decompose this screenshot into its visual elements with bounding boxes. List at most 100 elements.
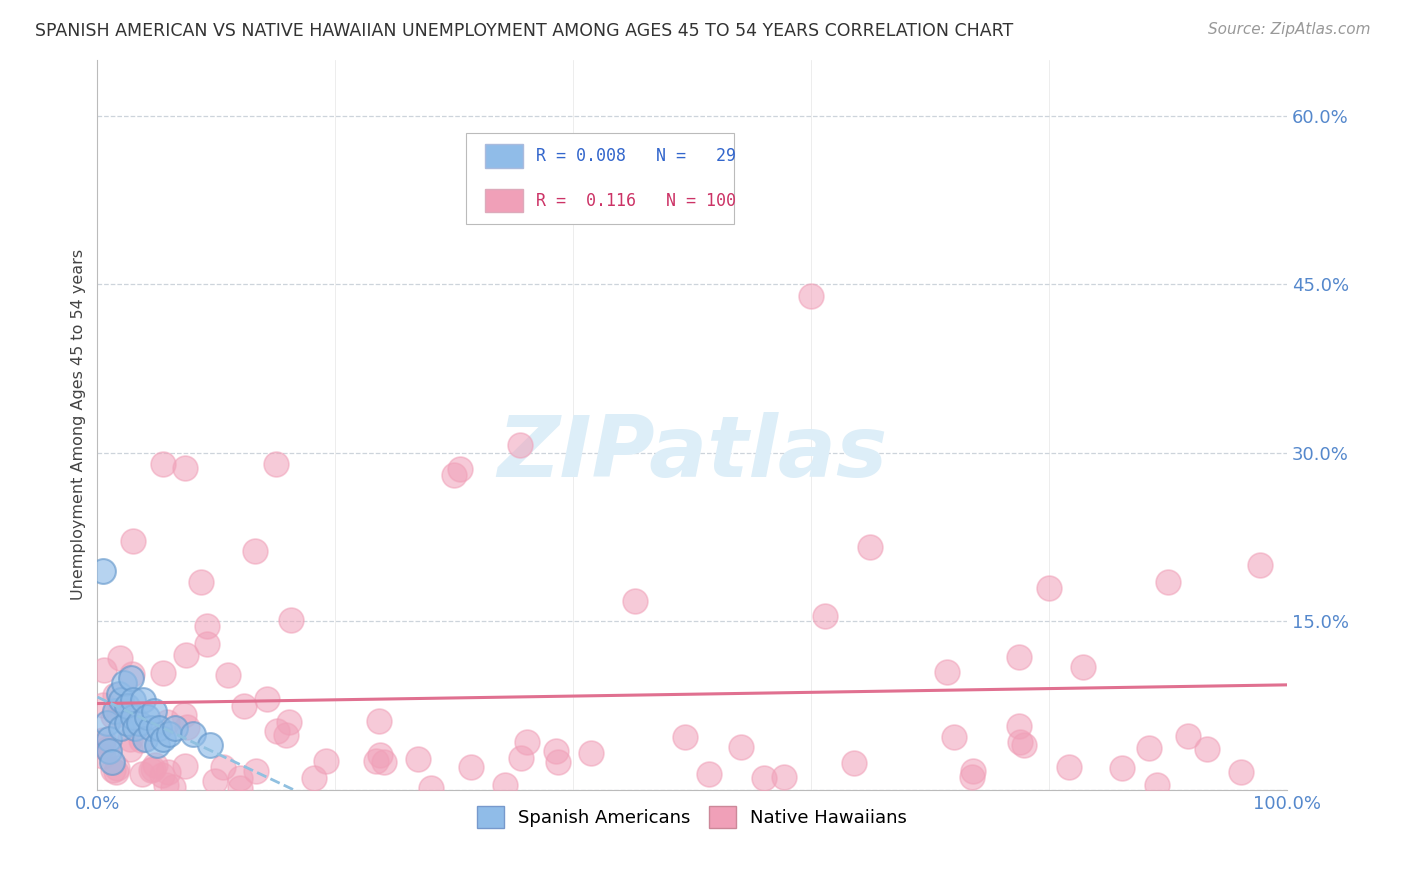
- Point: [280, 614, 302, 628]
- Point: [697, 767, 720, 781]
- Point: [245, 764, 267, 779]
- Text: ZIPatlas: ZIPatlas: [496, 412, 887, 495]
- Point: [176, 648, 198, 662]
- Point: [509, 438, 531, 452]
- Point: [1057, 760, 1080, 774]
- Point: [115, 715, 138, 730]
- Point: [304, 771, 326, 785]
- Point: [1137, 740, 1160, 755]
- FancyBboxPatch shape: [485, 189, 523, 212]
- Point: [276, 728, 298, 742]
- Point: [143, 704, 166, 718]
- Point: [962, 764, 984, 778]
- Point: [163, 721, 186, 735]
- FancyBboxPatch shape: [485, 145, 523, 168]
- Point: [581, 746, 603, 760]
- Point: [120, 732, 142, 747]
- Point: [115, 704, 138, 718]
- Point: [842, 756, 865, 771]
- Point: [1146, 778, 1168, 792]
- Point: [232, 698, 254, 713]
- Point: [96, 715, 118, 730]
- Point: [1249, 558, 1271, 573]
- Point: [197, 618, 219, 632]
- Point: [1038, 581, 1060, 595]
- Point: [100, 755, 122, 769]
- Point: [204, 773, 226, 788]
- Point: [181, 727, 204, 741]
- Point: [859, 540, 882, 554]
- Point: [96, 742, 118, 756]
- FancyBboxPatch shape: [467, 133, 734, 224]
- Point: [155, 778, 177, 792]
- Point: [368, 714, 391, 729]
- Point: [107, 687, 129, 701]
- Point: [112, 676, 135, 690]
- Legend: Spanish Americans, Native Hawaiians: Spanish Americans, Native Hawaiians: [470, 799, 914, 836]
- Point: [406, 752, 429, 766]
- Point: [98, 732, 121, 747]
- Point: [91, 564, 114, 578]
- Point: [105, 761, 128, 775]
- Point: [370, 747, 392, 762]
- Point: [460, 760, 482, 774]
- Point: [449, 462, 471, 476]
- Point: [509, 751, 531, 765]
- Point: [152, 457, 174, 471]
- Point: [91, 698, 114, 712]
- Point: [1008, 719, 1031, 733]
- Point: [104, 704, 127, 718]
- Point: [105, 765, 128, 780]
- Point: [266, 724, 288, 739]
- Point: [752, 771, 775, 785]
- Point: [1008, 650, 1031, 665]
- Point: [1111, 761, 1133, 775]
- Point: [107, 706, 129, 721]
- Point: [131, 766, 153, 780]
- Point: [814, 608, 837, 623]
- Point: [217, 668, 239, 682]
- Point: [122, 693, 145, 707]
- Point: [1012, 738, 1035, 752]
- Point: [122, 534, 145, 549]
- Point: [547, 756, 569, 770]
- Point: [148, 721, 170, 735]
- Point: [174, 460, 197, 475]
- Point: [136, 710, 159, 724]
- Point: [120, 671, 142, 685]
- Point: [190, 574, 212, 589]
- Point: [256, 692, 278, 706]
- Point: [128, 715, 150, 730]
- Point: [516, 734, 538, 748]
- Text: Source: ZipAtlas.com: Source: ZipAtlas.com: [1208, 22, 1371, 37]
- Point: [104, 688, 127, 702]
- Text: R = 0.008   N =   29: R = 0.008 N = 29: [536, 147, 737, 165]
- Point: [229, 771, 252, 785]
- Point: [115, 698, 138, 713]
- Point: [152, 666, 174, 681]
- Point: [142, 762, 165, 776]
- Point: [162, 780, 184, 794]
- Point: [443, 468, 465, 483]
- Point: [373, 755, 395, 769]
- Point: [120, 742, 142, 756]
- Point: [228, 780, 250, 795]
- Point: [173, 708, 195, 723]
- Point: [122, 710, 145, 724]
- Point: [562, 153, 585, 168]
- Point: [800, 288, 823, 302]
- Point: [157, 764, 180, 779]
- Point: [124, 721, 146, 735]
- Point: [121, 667, 143, 681]
- Point: [129, 733, 152, 747]
- Point: [419, 780, 441, 795]
- Point: [103, 709, 125, 723]
- Point: [1157, 575, 1180, 590]
- Point: [131, 693, 153, 707]
- Point: [943, 731, 966, 745]
- Y-axis label: Unemployment Among Ages 45 to 54 years: Unemployment Among Ages 45 to 54 years: [72, 249, 86, 600]
- Point: [110, 721, 132, 735]
- Text: R =  0.116   N = 100: R = 0.116 N = 100: [536, 192, 737, 210]
- Point: [91, 739, 114, 753]
- Point: [176, 720, 198, 734]
